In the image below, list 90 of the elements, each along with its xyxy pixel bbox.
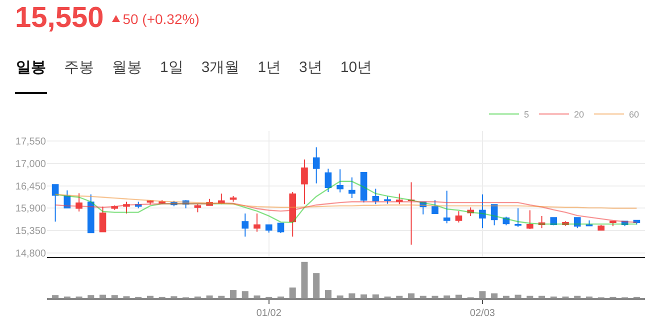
candlestick — [621, 220, 628, 227]
bar — [444, 295, 450, 298]
bar — [88, 295, 94, 298]
candlestick — [408, 182, 415, 246]
bar — [230, 290, 237, 298]
bar — [289, 288, 296, 298]
candlestick — [538, 215, 546, 229]
bar — [254, 295, 260, 298]
text: 3년 — [299, 59, 322, 76]
candlestick — [372, 188, 380, 205]
y-tick-label: 14,800 — [15, 248, 46, 260]
bar — [301, 262, 308, 298]
candlestick — [514, 208, 522, 228]
bar — [313, 273, 320, 298]
text: 3개월 — [201, 59, 240, 76]
chart-title: 15,550 — [15, 2, 104, 35]
bar — [408, 293, 415, 298]
legend-label: 20 — [574, 109, 584, 120]
y-tick-label: 15,900 — [15, 204, 46, 215]
text: 1년 — [258, 59, 282, 76]
bar — [242, 291, 248, 298]
candlestick — [182, 200, 190, 209]
text: 월봉 — [112, 59, 142, 76]
bar — [206, 295, 213, 298]
candlestick — [396, 193, 403, 205]
candlestick — [301, 158, 308, 205]
candlestick — [432, 200, 438, 214]
candlestick — [134, 201, 142, 209]
bar — [111, 295, 118, 298]
text: 10년 — [340, 59, 372, 76]
bar — [52, 295, 59, 298]
chart-subtitle: 50 (+0.32%) — [122, 10, 200, 26]
candlestick — [242, 213, 249, 238]
candlestick — [502, 216, 510, 226]
y-tick-label: 17,000 — [15, 159, 46, 170]
candlestick — [598, 224, 605, 231]
candlestick — [384, 196, 391, 204]
candlestick — [550, 217, 558, 226]
bar — [479, 291, 486, 298]
candlestick — [254, 213, 260, 232]
y-tick-label: 16,450 — [15, 181, 46, 192]
candlestick — [194, 204, 202, 213]
candlestick — [479, 194, 486, 229]
candlestick — [324, 168, 332, 192]
bar — [491, 293, 498, 298]
candlestick — [265, 224, 272, 234]
bar — [514, 294, 522, 298]
legend-label: 5 — [524, 109, 530, 120]
bar — [100, 294, 106, 298]
y-tick-label: 15,350 — [15, 226, 46, 238]
candlestick — [87, 194, 94, 234]
text: 주봉 — [64, 59, 94, 76]
candlestick — [312, 146, 320, 184]
candlestick — [562, 220, 569, 226]
x-tick-label: 01/02 — [256, 308, 282, 319]
candlestick — [348, 176, 356, 199]
candlestick — [218, 193, 225, 205]
candlestick — [230, 196, 237, 202]
candlestick — [490, 204, 498, 226]
candlestick — [206, 198, 213, 206]
bar — [372, 294, 379, 298]
candlestick — [467, 206, 474, 216]
candlestick — [610, 220, 616, 227]
candlestick — [111, 204, 118, 210]
candlestick — [158, 200, 166, 205]
text: 1일 — [160, 59, 184, 76]
candlestick — [420, 202, 427, 215]
candlestick — [455, 210, 462, 223]
candlestick — [336, 168, 344, 193]
candlestick — [526, 210, 534, 230]
candlestick — [123, 201, 130, 214]
candlestick — [277, 222, 284, 234]
candlestick — [99, 206, 106, 232]
bar — [336, 295, 344, 298]
candlestick — [443, 190, 450, 224]
candlestick — [360, 172, 368, 204]
legend-label: 60 — [629, 109, 640, 120]
text: 일봉 — [16, 59, 46, 76]
candlestick — [76, 192, 82, 212]
candlestick — [574, 217, 581, 229]
bar — [360, 294, 368, 298]
candlestick — [64, 190, 71, 209]
x-tick-label: 02/03 — [470, 308, 496, 319]
candlestick — [289, 191, 296, 238]
candlestick — [52, 184, 59, 222]
bar — [324, 290, 332, 298]
candlestick — [170, 200, 178, 207]
bar — [455, 294, 462, 298]
bar — [348, 293, 356, 298]
y-tick-label: 17,550 — [15, 136, 46, 148]
